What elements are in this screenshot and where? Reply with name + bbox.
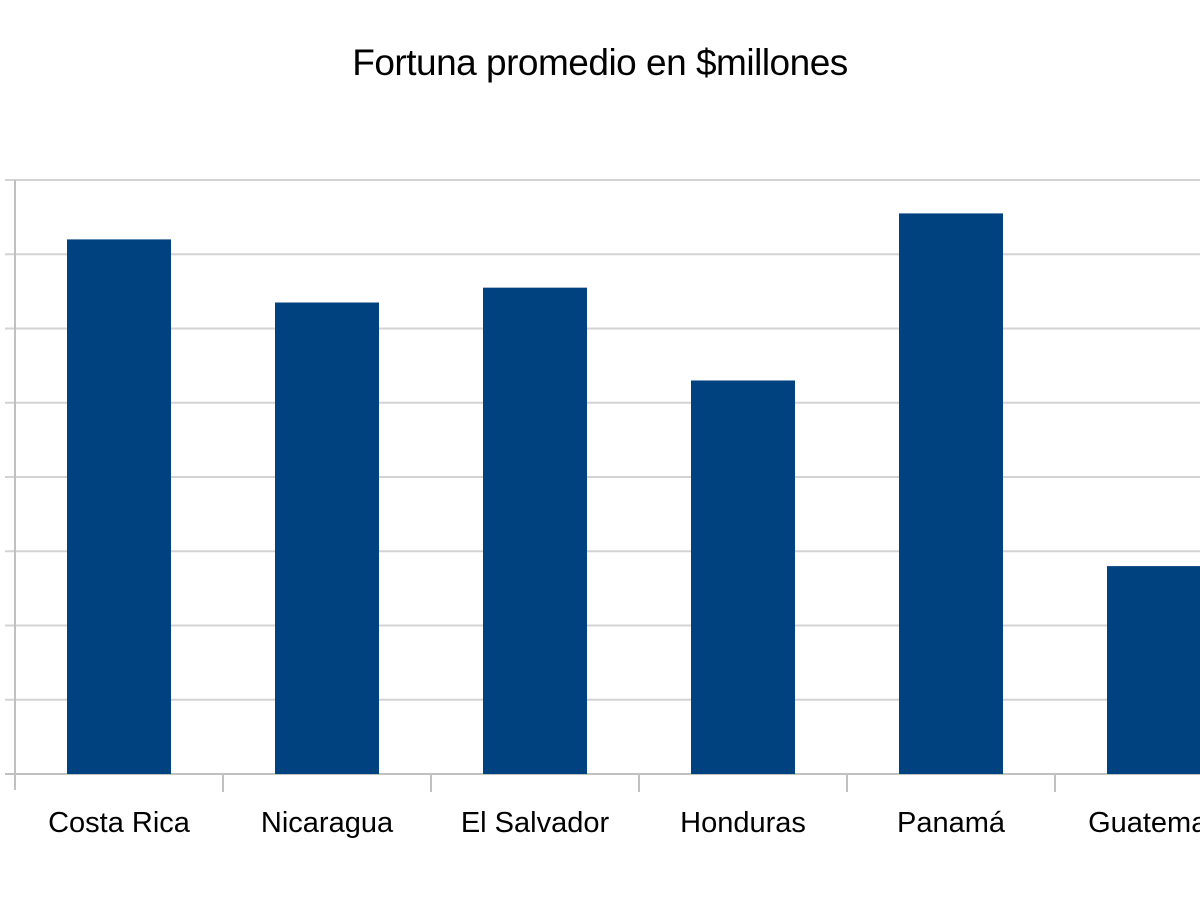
x-tick-label: Panamá xyxy=(897,807,1006,839)
bar-el-salvador xyxy=(483,287,587,774)
chart-title: Fortuna promedio en $millones xyxy=(352,42,848,83)
x-tick-label: Honduras xyxy=(680,807,806,839)
x-tick-labels: Costa Rica Nicaragua El Salvador Honduras Pa… xyxy=(48,807,1200,839)
bars xyxy=(67,213,1200,775)
x-tick-label: Costa Rica xyxy=(48,807,191,839)
bar-honduras xyxy=(691,380,795,774)
bar-panam- xyxy=(899,213,1003,775)
bar-guatemala xyxy=(1107,566,1200,774)
bar-nicaragua xyxy=(275,302,379,774)
x-tick-label: Nicaragua xyxy=(261,807,394,839)
bar-costa-rica xyxy=(67,239,171,774)
gridlines xyxy=(5,179,1200,775)
x-tick-label: El Salvador xyxy=(461,807,610,839)
x-tick-label: Guatemala xyxy=(1088,807,1200,839)
